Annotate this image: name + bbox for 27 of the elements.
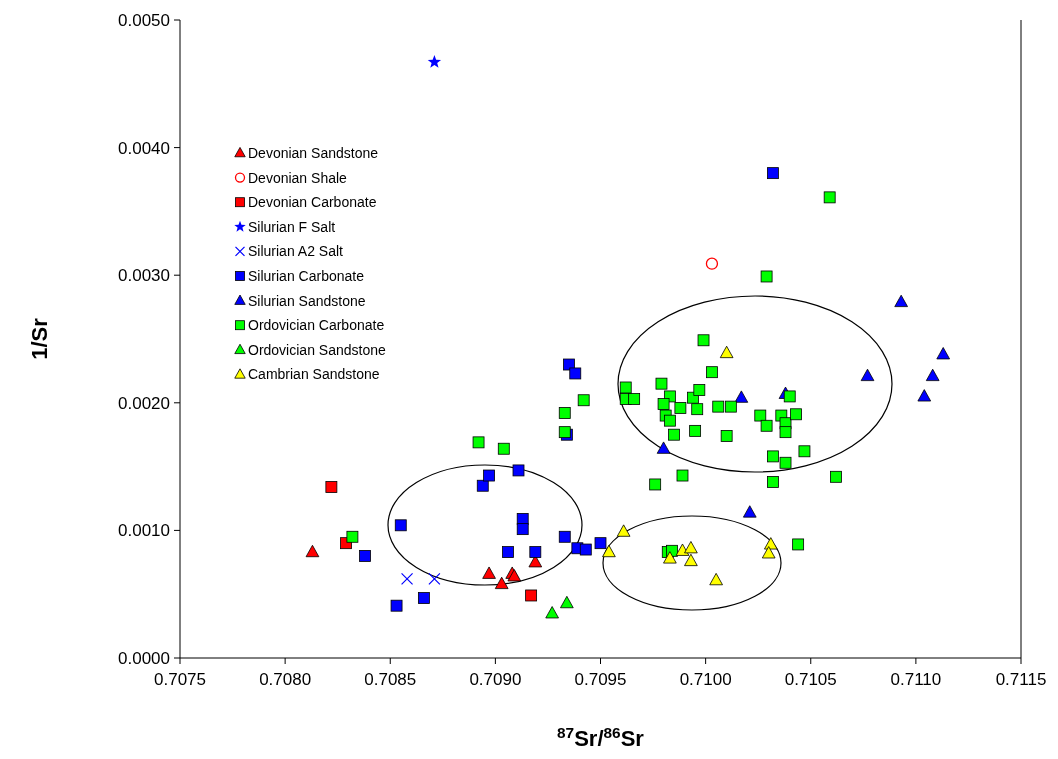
x-tick-label: 0.7100 <box>679 670 732 689</box>
legend-label: Devonian Sandstone <box>248 145 379 161</box>
y-tick-label: 0.0010 <box>118 521 170 541</box>
legend-label: Devonian Shale <box>248 169 348 186</box>
x-tick-label: 0.7080 <box>259 670 312 689</box>
x-tick-label: 0.7110 <box>890 670 942 689</box>
x-tick-label: 0.7105 <box>784 670 837 689</box>
y-tick-label: 0.0040 <box>118 138 170 158</box>
y-tick-label: 0.0030 <box>118 266 170 286</box>
legend-label: Silurian F Salt <box>248 218 336 235</box>
x-tick-label: 0.7095 <box>574 670 627 689</box>
y-axis-title: 1/Sr <box>27 317 52 360</box>
legend-label: Ordovician Carbonate <box>248 317 385 334</box>
x-tick-label: 0.7115 <box>995 670 1047 689</box>
legend-label: Silurian Carbonate <box>248 268 365 284</box>
y-tick-label: 0.0050 <box>118 11 170 30</box>
legend-label: Devonian Carbonate <box>248 194 377 211</box>
x-axis-title: $^{87}$Sr/$^{86}$Sr <box>557 723 645 751</box>
legend-label: Ordovician Sandstone <box>248 341 386 358</box>
legend-label: Silurian A2 Salt <box>248 243 344 260</box>
y-tick-label: 0.0000 <box>118 649 170 668</box>
x-tick-label: 0.7090 <box>469 670 522 689</box>
x-tick-label: 0.7075 <box>154 670 206 689</box>
legend-label: Cambrian Sandstone <box>248 366 380 383</box>
y-tick-label: 0.0020 <box>118 393 170 413</box>
x-tick-label: 0.7085 <box>364 670 417 689</box>
legend-label: Silurian Sandstone <box>248 292 366 309</box>
